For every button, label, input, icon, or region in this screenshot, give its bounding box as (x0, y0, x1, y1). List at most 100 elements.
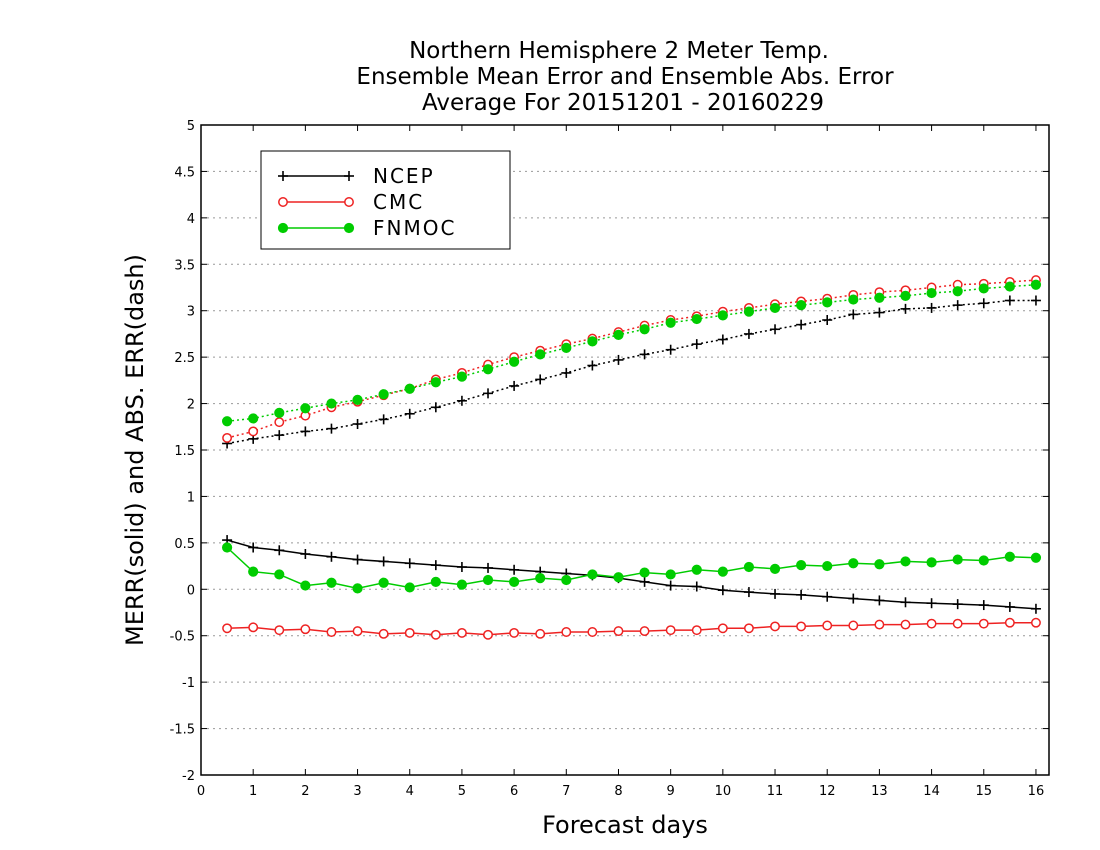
cmc-merr-point (1004, 617, 1015, 628)
fnmoc-abs-err-point (300, 403, 311, 414)
ncep-abs-err-point (822, 315, 833, 325)
ncep-abs-err-point (796, 319, 807, 330)
x-tick-label: 5 (458, 784, 466, 799)
y-tick-label: 3.5 (174, 258, 195, 273)
cmc-merr-point (1031, 617, 1041, 628)
cmc-merr-point (978, 618, 989, 629)
fnmoc-merr-point (613, 572, 624, 583)
ncep-abs-err-point (300, 426, 311, 437)
ncep-abs-err-point (743, 328, 754, 339)
fnmoc-merr-point (900, 556, 911, 567)
cmc-merr-point (717, 623, 728, 634)
x-tick-label: 13 (871, 784, 888, 799)
legend-label-cmc: CMC (373, 190, 424, 214)
fnmoc-merr-point (848, 558, 859, 569)
fnmoc-merr-point (274, 569, 285, 580)
title-line-1: Northern Hemisphere 2 Meter Temp. (409, 38, 829, 64)
legend-marker-cmc (278, 197, 288, 207)
cmc-merr-point (665, 625, 676, 636)
cmc-merr-point (874, 619, 885, 630)
fnmoc-merr-point (509, 576, 520, 587)
fnmoc-abs-err-point (378, 389, 389, 400)
legend-box (260, 150, 511, 250)
x-tick-label: 9 (667, 784, 675, 799)
legend-marker-fnmoc (343, 222, 355, 234)
fnmoc-abs-err-point (691, 313, 702, 325)
cmc-merr-point (822, 620, 833, 631)
cmc-merr-point (352, 626, 363, 637)
y-tick-label: -2 (182, 769, 195, 784)
cmc-merr-point (430, 629, 441, 640)
ncep-abs-err-point (1030, 295, 1041, 306)
cmc-merr-point (743, 623, 754, 634)
fnmoc-merr-point (352, 583, 363, 594)
ncep-abs-err-point (952, 300, 963, 311)
fnmoc-merr-point (221, 542, 233, 553)
series-cmc (222, 275, 1041, 640)
title-line-2: Ensemble Mean Error and Ensemble Abs. Er… (356, 64, 894, 90)
fnmoc-merr-point (404, 582, 415, 593)
x-tick-label: 6 (510, 784, 518, 799)
fnmoc-abs-err-point (639, 324, 650, 335)
ncep-abs-err-point (404, 408, 415, 419)
ncep-merr-point (456, 562, 467, 572)
ncep-abs-err-point (587, 360, 598, 371)
fnmoc-abs-err-point (926, 287, 937, 299)
ncep-merr-point (848, 593, 859, 604)
ncep-merr-point (900, 597, 911, 608)
ncep-abs-err-point (378, 414, 389, 425)
legend-marker-cmc (344, 197, 354, 207)
cmc-abs-err-point (248, 426, 259, 437)
x-tick-label: 16 (1028, 784, 1045, 799)
ncep-abs-err-point (691, 339, 702, 350)
ncep-merr-point (952, 599, 963, 610)
fnmoc-abs-err-point (796, 300, 807, 311)
ncep-merr-point (717, 585, 728, 596)
x-tick-label: 4 (406, 784, 414, 799)
fnmoc-abs-err-point (248, 413, 259, 424)
ncep-abs-err-point (717, 334, 728, 345)
fnmoc-abs-err-point (978, 283, 989, 294)
x-tick-label: 3 (353, 784, 361, 799)
fnmoc-merr-point (926, 557, 937, 568)
fnmoc-abs-err-point (769, 302, 781, 314)
ncep-merr-point (743, 587, 754, 598)
cmc-merr-point (535, 628, 546, 639)
cmc-merr-point (561, 627, 572, 637)
cmc-merr-point (404, 627, 415, 638)
fnmoc-merr-point (430, 576, 441, 587)
fnmoc-merr-point (952, 554, 963, 565)
ncep-abs-err-point (456, 395, 467, 406)
fnmoc-abs-err-point (587, 336, 598, 347)
ncep-abs-err-point (848, 309, 859, 320)
legend-marker-ncep (344, 171, 354, 181)
cmc-abs-err-point (274, 417, 285, 428)
legend-entry-cmc: CMC (278, 190, 424, 214)
fnmoc-abs-err-point (743, 306, 755, 317)
ncep-merr-point (430, 560, 441, 571)
chart-title: Northern Hemisphere 2 Meter Temp. Ensemb… (356, 38, 894, 116)
fnmoc-merr-point (456, 579, 468, 590)
cmc-merr-point (274, 625, 285, 636)
fnmoc-merr-point (300, 580, 311, 591)
ncep-abs-err-point (1004, 295, 1015, 306)
grid-lines (201, 170, 1049, 730)
cmc-merr-point (248, 622, 259, 633)
y-tick-label: -1 (182, 676, 195, 691)
legend-label-fnmoc: FNMOC (373, 216, 456, 240)
ncep-abs-err-point (483, 388, 494, 399)
fnmoc-merr-point (561, 574, 572, 586)
cmc-merr-point (378, 628, 389, 639)
ncep-merr-point (300, 549, 311, 559)
cmc-merr-point (926, 618, 937, 629)
ncep-abs-err-point (326, 423, 337, 434)
fnmoc-abs-err-line (227, 283, 1037, 422)
cmc-merr-point (770, 621, 780, 632)
ncep-merr-point (1030, 603, 1041, 614)
cmc-merr-point (222, 623, 233, 634)
fnmoc-merr-point (248, 566, 259, 577)
fnmoc-abs-err-point (456, 371, 468, 382)
fnmoc-abs-err-point (952, 286, 963, 297)
